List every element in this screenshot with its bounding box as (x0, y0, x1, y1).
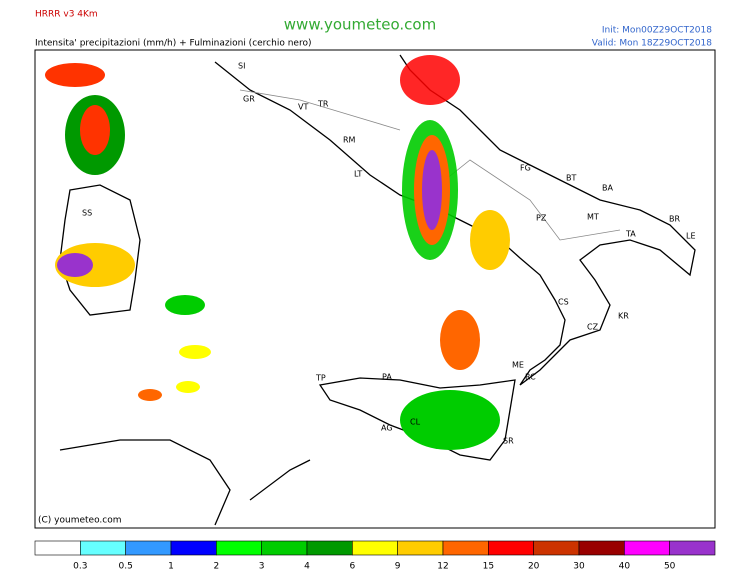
city: FG (520, 164, 531, 173)
legend-label: 1 (168, 562, 174, 572)
legend-label: 0.5 (119, 562, 133, 572)
legend-label: 30 (573, 562, 585, 572)
city: GR (243, 95, 255, 104)
legend-label: 12 (437, 562, 448, 572)
city: CL (410, 418, 421, 427)
city: SS (82, 209, 92, 218)
city: LT (354, 170, 362, 179)
model: HRRR v3 4Km (35, 10, 98, 20)
city: BR (669, 215, 680, 224)
legend-label: 50 (664, 562, 676, 572)
city: CS (558, 298, 569, 307)
city: TP (315, 374, 326, 383)
city: MT (587, 213, 599, 222)
legend-swatch (216, 540, 262, 556)
city: CZ (587, 323, 599, 332)
legend-swatch (533, 540, 580, 556)
city: SI (238, 62, 245, 71)
legend-label: 0.3 (73, 562, 87, 572)
legend-swatch (125, 540, 172, 556)
legend-swatch (170, 540, 217, 556)
subtitle: Intensita' precipitazioni (mm/h) + Fulmi… (35, 39, 311, 49)
city: TA (625, 230, 636, 239)
legend-swatch (488, 540, 534, 556)
legend-label: 40 (619, 562, 631, 572)
legend: 0.3 0.5 1 2 3 4 6 9 12 15 20 30 40 50 (34, 540, 716, 572)
city: VT (298, 103, 308, 112)
map: SI GR VT TR RM LT FG BT BA SS PZ MT TA B… (34, 49, 716, 529)
legend-label: 15 (483, 562, 494, 572)
legend-swatch (34, 540, 81, 556)
city: TR (317, 100, 329, 109)
legend-swatch (578, 540, 625, 556)
city: PZ (536, 214, 547, 223)
legend-swatch (306, 540, 353, 556)
city: PA (382, 373, 392, 382)
city: RM (343, 136, 356, 145)
legend-swatch (397, 540, 444, 556)
legend-swatch (624, 540, 670, 556)
city: ME (512, 361, 524, 370)
legend-swatch (442, 540, 489, 556)
city: BT (566, 174, 576, 183)
legend-label: 20 (528, 562, 540, 572)
legend-label: 4 (304, 562, 310, 572)
site: www.youmeteo.com (284, 16, 436, 34)
legend-label: 6 (349, 562, 355, 572)
legend-label: 9 (395, 562, 401, 572)
valid: Valid: Mon 18Z29OCT2018 (592, 39, 713, 49)
city: SR (503, 437, 514, 446)
copyright: (C) youmeteo.com (38, 516, 122, 526)
city: KR (618, 312, 629, 321)
city: LE (686, 232, 696, 241)
init: Init: Mon00Z29OCT2018 (602, 26, 712, 36)
legend-label: 3 (259, 562, 265, 572)
city: BA (602, 184, 613, 193)
legend-swatch (669, 540, 716, 556)
city: RC (525, 373, 536, 382)
legend-swatch (352, 540, 398, 556)
legend-swatch (261, 540, 308, 556)
city: AG (381, 424, 393, 433)
legend-label: 2 (213, 562, 219, 572)
legend-swatch (80, 540, 126, 556)
